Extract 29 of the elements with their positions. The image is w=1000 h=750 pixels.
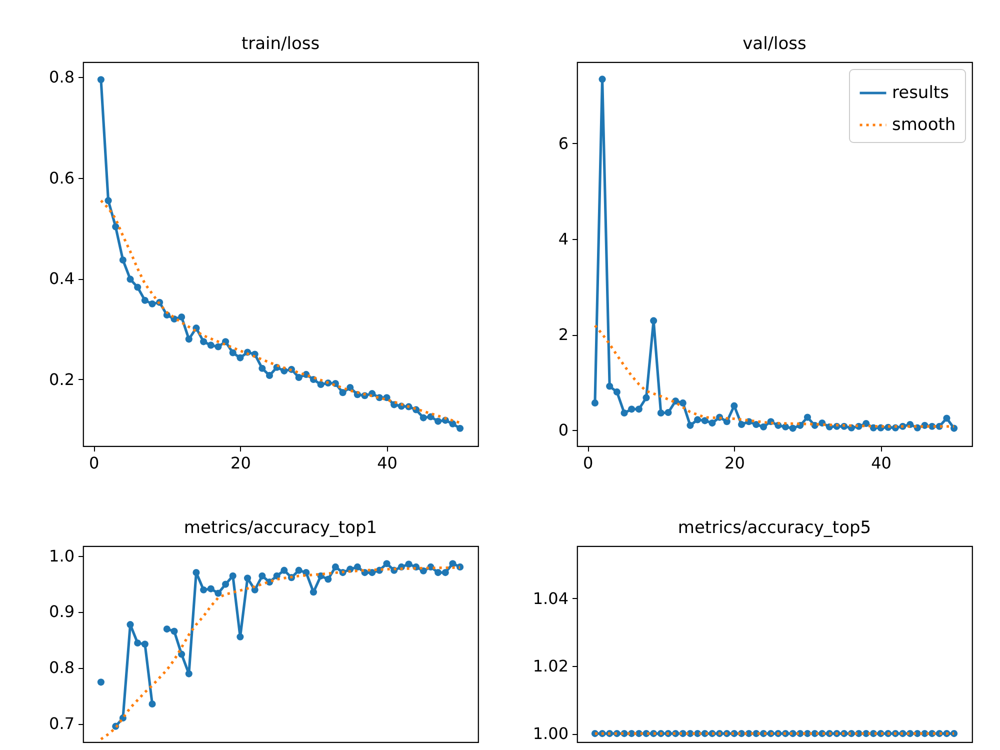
y-tick-label: 1.04 bbox=[532, 588, 568, 608]
y-tick-label: 0.2 bbox=[49, 370, 74, 389]
y-tick-label: 0.6 bbox=[49, 168, 74, 188]
chart-title: metrics/accuracy_top1 bbox=[184, 518, 378, 538]
line-series bbox=[100, 199, 462, 424]
chart-title: train/loss bbox=[241, 34, 320, 54]
y-tick-label: 0.8 bbox=[49, 658, 74, 678]
y-tick-label: 0.8 bbox=[49, 68, 74, 87]
y-tick-label: 1.02 bbox=[532, 656, 568, 676]
x-tick-label: 40 bbox=[377, 454, 398, 472]
point bbox=[97, 678, 104, 686]
y-tick-label: 4 bbox=[558, 229, 568, 248]
y-tick-label: 1.00 bbox=[532, 724, 568, 744]
x-tick-label: 40 bbox=[871, 454, 892, 472]
y-tick-label: 1.0 bbox=[49, 546, 74, 566]
x-tick-label: 20 bbox=[724, 454, 745, 472]
y-tick-label: 2 bbox=[558, 325, 568, 344]
x-tick-label: 0 bbox=[89, 454, 100, 472]
x-tick-label: 0 bbox=[583, 454, 594, 472]
chart-title: metrics/accuracy_top5 bbox=[678, 518, 872, 538]
y-tick-label: 0 bbox=[558, 420, 568, 440]
y-tick-label: 0.4 bbox=[49, 269, 74, 288]
y-tick-label: 6 bbox=[558, 134, 568, 153]
chart-title: val/loss bbox=[742, 34, 807, 54]
y-tick-label: 0.9 bbox=[49, 602, 74, 622]
y-tick-label: 0.7 bbox=[49, 714, 74, 734]
legend-label: smooth bbox=[892, 115, 956, 135]
x-tick-label: 20 bbox=[230, 454, 251, 472]
legend-label: results bbox=[892, 83, 950, 103]
